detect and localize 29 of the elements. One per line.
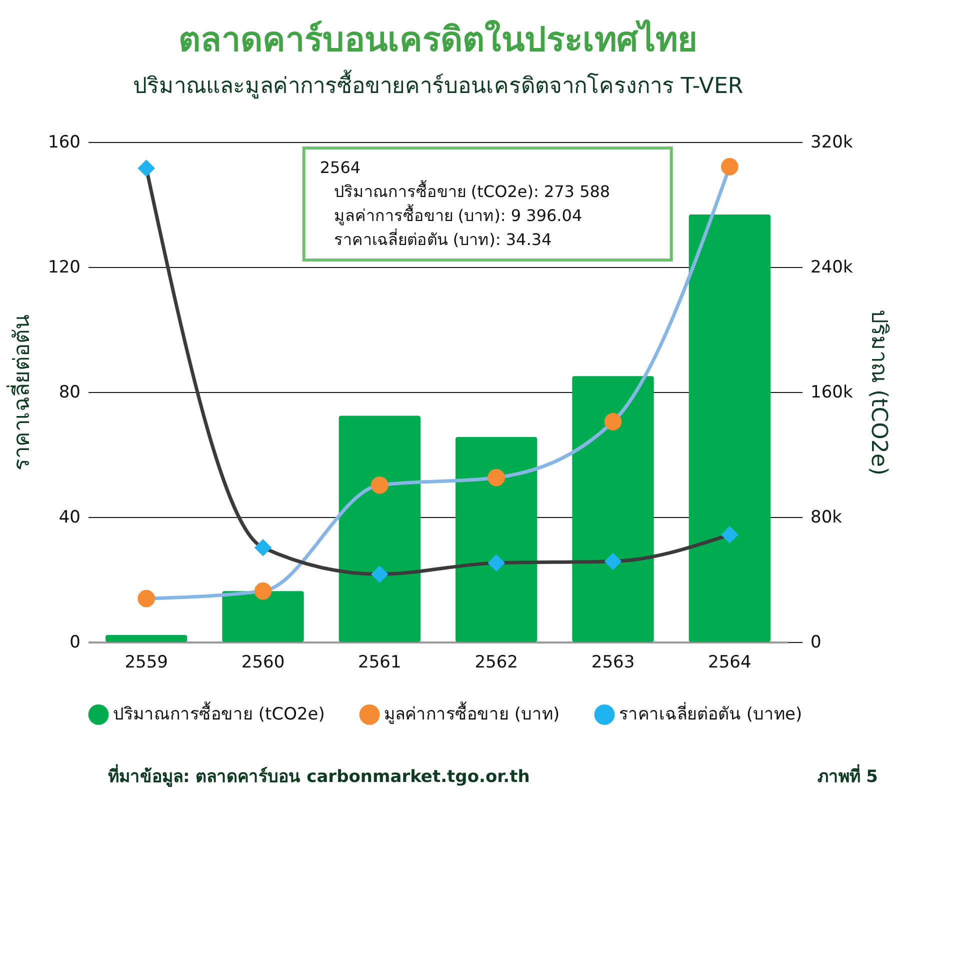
x-tick-label: 2564 (708, 652, 752, 672)
y2-tick-label: 0 (810, 632, 822, 652)
text: ภาพที่ 5 (817, 764, 878, 787)
y2-tick-label: 320k (810, 132, 853, 152)
y2-tick-label: 240k (810, 258, 853, 278)
y-tick-label: 120 (48, 258, 80, 278)
y-tick-label: 80 (58, 382, 80, 402)
y-tick-label: 160 (48, 132, 80, 152)
chart-subtitle: ปริมาณและมูลค่าการซื้อขายคาร์บอนเครดิตจากโครงการ T-VER (132, 70, 744, 99)
legend-label: มูลค่าการซื้อขาย (บาท) (384, 702, 560, 725)
y-tick-label: 40 (58, 508, 80, 528)
annotation: ราคาเฉลี่ยต่อตัน (บาท): 34.34 (334, 228, 552, 249)
x-tick-label: 2562 (474, 652, 518, 672)
y2-tick-label: 160k (810, 382, 853, 402)
annotation: มูลค่าการซื้อขาย (บาท): 9 396.04 (334, 204, 582, 226)
annotation: 2564 (320, 158, 361, 177)
x-tick-label: 2559 (124, 652, 168, 672)
legend-label: ราคาเฉลี่ยต่อตัน (บาทe) (619, 702, 802, 725)
text: ที่มาข้อมูล: ตลาดคาร์บอน carbonmarket.tgo.or.th (108, 764, 530, 788)
legend-label: ปริมาณการซื้อขาย (tCO2e) (113, 702, 325, 725)
y2-axis-title: ปริมาณ (tCO2e) (866, 310, 891, 476)
x-tick-label: 2560 (241, 652, 285, 672)
y2-tick-label: 80k (810, 508, 842, 528)
y-axis-title: ราคาเฉลี่ยต่อตัน (6, 314, 36, 470)
x-tick-label: 2563 (591, 652, 635, 672)
y-tick-label: 0 (70, 632, 80, 652)
x-tick-label: 2561 (358, 652, 402, 672)
chart-title: ตลาดคาร์บอนเครดิตในประเทศไทย (178, 19, 698, 60)
annotation: ปริมาณการซื้อขาย (tCO2e): 273 588 (334, 180, 610, 201)
